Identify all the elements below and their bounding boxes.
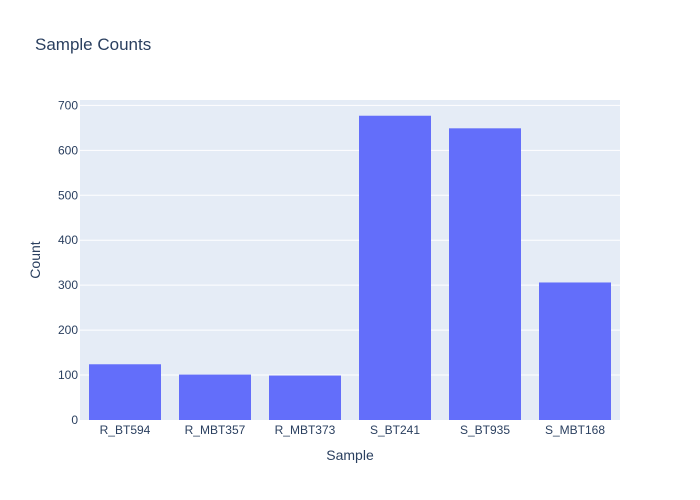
x-tick-label: R_MBT373 [275,423,336,437]
y-tick-label: 400 [58,233,78,247]
chart-title: Sample Counts [35,35,151,54]
bar-r-mbt357[interactable] [179,374,251,420]
y-tick-label: 100 [58,368,78,382]
bar-s-bt241[interactable] [359,115,431,420]
y-tick-label: 500 [58,188,78,202]
x-axis-title: Sample [326,447,374,463]
bar-s-mbt168[interactable] [539,282,611,420]
y-axis-title: Count [27,241,43,278]
bar-s-bt935[interactable] [449,128,521,420]
bar-r-mbt373[interactable] [269,375,341,420]
plot-background [80,100,620,420]
y-tick-label: 700 [58,98,78,112]
grid-lines [80,104,620,376]
x-tick-label: S_BT935 [460,423,510,437]
y-tick-label: 600 [58,143,78,157]
x-tick-label: S_MBT168 [545,423,605,437]
y-axis-ticks: 0 100 200 300 400 500 600 700 [58,98,78,427]
x-tick-label: R_MBT357 [185,423,246,437]
bar-r-bt594[interactable] [89,364,161,420]
x-tick-label: S_BT241 [370,423,420,437]
y-tick-label: 0 [71,413,78,427]
y-tick-label: 200 [58,323,78,337]
x-axis-ticks: R_BT594 R_MBT357 R_MBT373 S_BT241 S_BT935 S_M… [100,423,606,437]
y-tick-label: 300 [58,278,78,292]
x-tick-label: R_BT594 [100,423,151,437]
bars [89,115,611,420]
